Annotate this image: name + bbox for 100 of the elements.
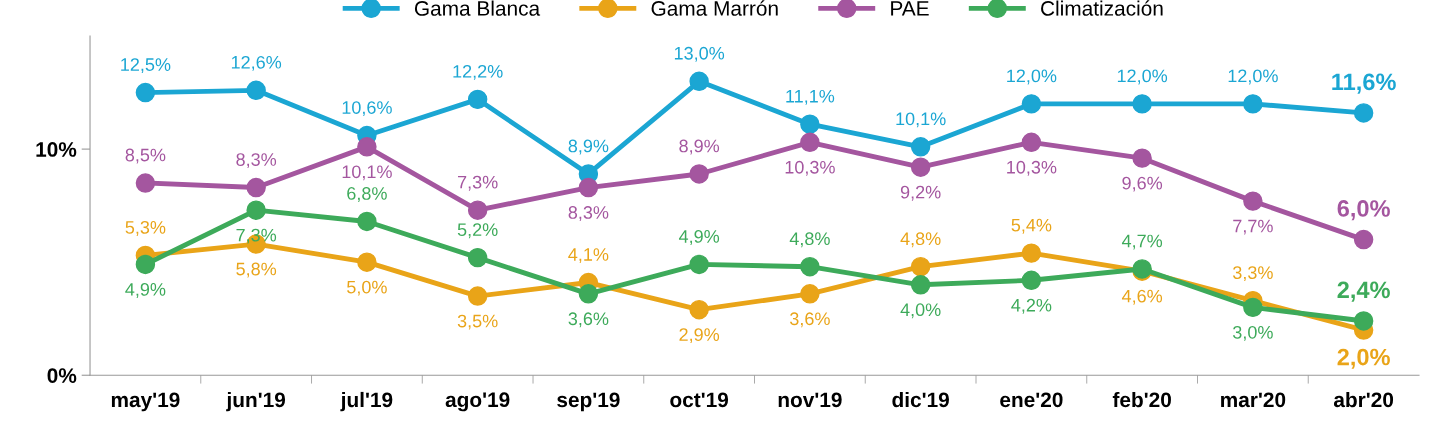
point	[246, 80, 266, 101]
point	[800, 114, 820, 134]
point	[1353, 229, 1374, 250]
x-tick-label: dic'19	[892, 391, 949, 408]
point	[910, 137, 931, 157]
point	[1243, 297, 1263, 318]
point	[467, 286, 488, 306]
data-label: 3,5%	[457, 314, 498, 330]
data-label: 3,0%	[1232, 325, 1273, 341]
data-label: 5,4%	[1011, 218, 1052, 234]
data-label: 10,1%	[896, 112, 946, 128]
data-label: 10,3%	[785, 160, 835, 176]
data-label: 3,6%	[790, 312, 830, 328]
x-tick-label: mar'20	[1221, 392, 1286, 408]
legend-label: Gama Marrón	[651, 0, 778, 16]
data-label: 2,9%	[679, 328, 720, 344]
point	[1353, 103, 1374, 123]
data-label: 5,8%	[236, 262, 277, 278]
data-label: 11,6%	[1332, 73, 1396, 94]
data-label: 7,3%	[236, 228, 277, 244]
data-label: 8,3%	[568, 206, 609, 221]
data-label: 10,6%	[342, 101, 392, 117]
point	[467, 247, 488, 268]
y-tick-label: 10%	[36, 142, 77, 157]
point	[246, 200, 266, 220]
data-label: 8,5%	[125, 148, 166, 164]
x-tick-label: nov'19	[778, 392, 842, 408]
data-label: 9,2%	[900, 185, 941, 201]
data-label: 12,0%	[1117, 69, 1168, 85]
x-tick-label: oct'19	[670, 392, 729, 408]
data-label: 4,0%	[900, 303, 941, 319]
point	[689, 254, 709, 275]
point	[1021, 94, 1042, 114]
point	[357, 211, 377, 232]
point	[578, 284, 599, 304]
data-label: 6,0%	[1337, 200, 1390, 221]
data-label: 12,0%	[1007, 69, 1057, 85]
data-label: 10,3%	[1007, 160, 1057, 176]
data-label: 12,2%	[453, 64, 503, 80]
data-label: 5,0%	[347, 280, 387, 296]
legend-label: Gama Blanca	[414, 0, 541, 16]
point	[1132, 148, 1152, 168]
point	[910, 256, 931, 277]
data-label: 12,0%	[1228, 69, 1278, 85]
data-label: 4,1%	[568, 248, 609, 264]
point	[1132, 94, 1152, 114]
x-tick-label: abr'20	[1333, 391, 1394, 408]
point	[689, 71, 709, 91]
x-tick-label: ene'20	[1000, 392, 1063, 408]
data-label: 4,9%	[678, 230, 720, 245]
x-tick-label: sep'19	[557, 392, 620, 412]
data-label: 2,0%	[1337, 348, 1390, 369]
point	[135, 173, 156, 193]
data-label: 6,8%	[347, 187, 387, 202]
data-label: 8,9%	[679, 139, 720, 155]
point	[467, 200, 488, 220]
data-label: 5,2%	[457, 223, 498, 239]
x-tick-label: jul'19	[340, 391, 393, 412]
data-label: 4,2%	[1011, 298, 1052, 314]
data-label: 2,4%	[1337, 281, 1390, 302]
point	[357, 137, 377, 157]
x-tick-label: ago'19	[445, 392, 510, 412]
y-tick-label: 0%	[47, 368, 77, 383]
legend-label: PAE	[891, 1, 929, 16]
point	[578, 177, 599, 198]
point	[800, 132, 820, 153]
point	[1021, 270, 1042, 290]
data-label: 4,7%	[1121, 234, 1163, 250]
point	[135, 254, 156, 275]
point	[246, 177, 266, 198]
legend-label: Climatización	[1041, 0, 1163, 16]
point	[1021, 132, 1042, 153]
x-tick-label: may'19	[111, 392, 180, 412]
data-label: 12,6%	[231, 55, 282, 71]
data-label: 7,3%	[457, 175, 498, 191]
point	[135, 82, 156, 103]
point	[689, 299, 709, 320]
point	[910, 275, 931, 295]
data-label: 10,1%	[342, 165, 392, 181]
data-label: 4,6%	[1121, 289, 1163, 305]
data-label: 8,3%	[236, 153, 277, 169]
point	[800, 284, 820, 304]
data-label: 8,9%	[568, 139, 609, 155]
data-label: 4,8%	[789, 232, 830, 248]
x-tick-label: feb'20	[1112, 391, 1171, 408]
data-label: 4,9%	[125, 282, 166, 298]
data-label: 3,3%	[1232, 266, 1273, 282]
point	[689, 164, 709, 184]
point	[357, 252, 377, 272]
data-label: 9,6%	[1122, 176, 1163, 192]
point	[910, 157, 931, 177]
point	[1021, 243, 1042, 263]
data-label: 11,1%	[786, 89, 835, 105]
data-label: 4,8%	[900, 232, 941, 248]
point	[1243, 94, 1263, 114]
x-tick-label: jun'19	[226, 391, 286, 412]
point	[1353, 311, 1374, 331]
data-label: 7,7%	[1233, 219, 1273, 235]
point	[1243, 191, 1263, 211]
data-label: 3,6%	[568, 312, 609, 328]
